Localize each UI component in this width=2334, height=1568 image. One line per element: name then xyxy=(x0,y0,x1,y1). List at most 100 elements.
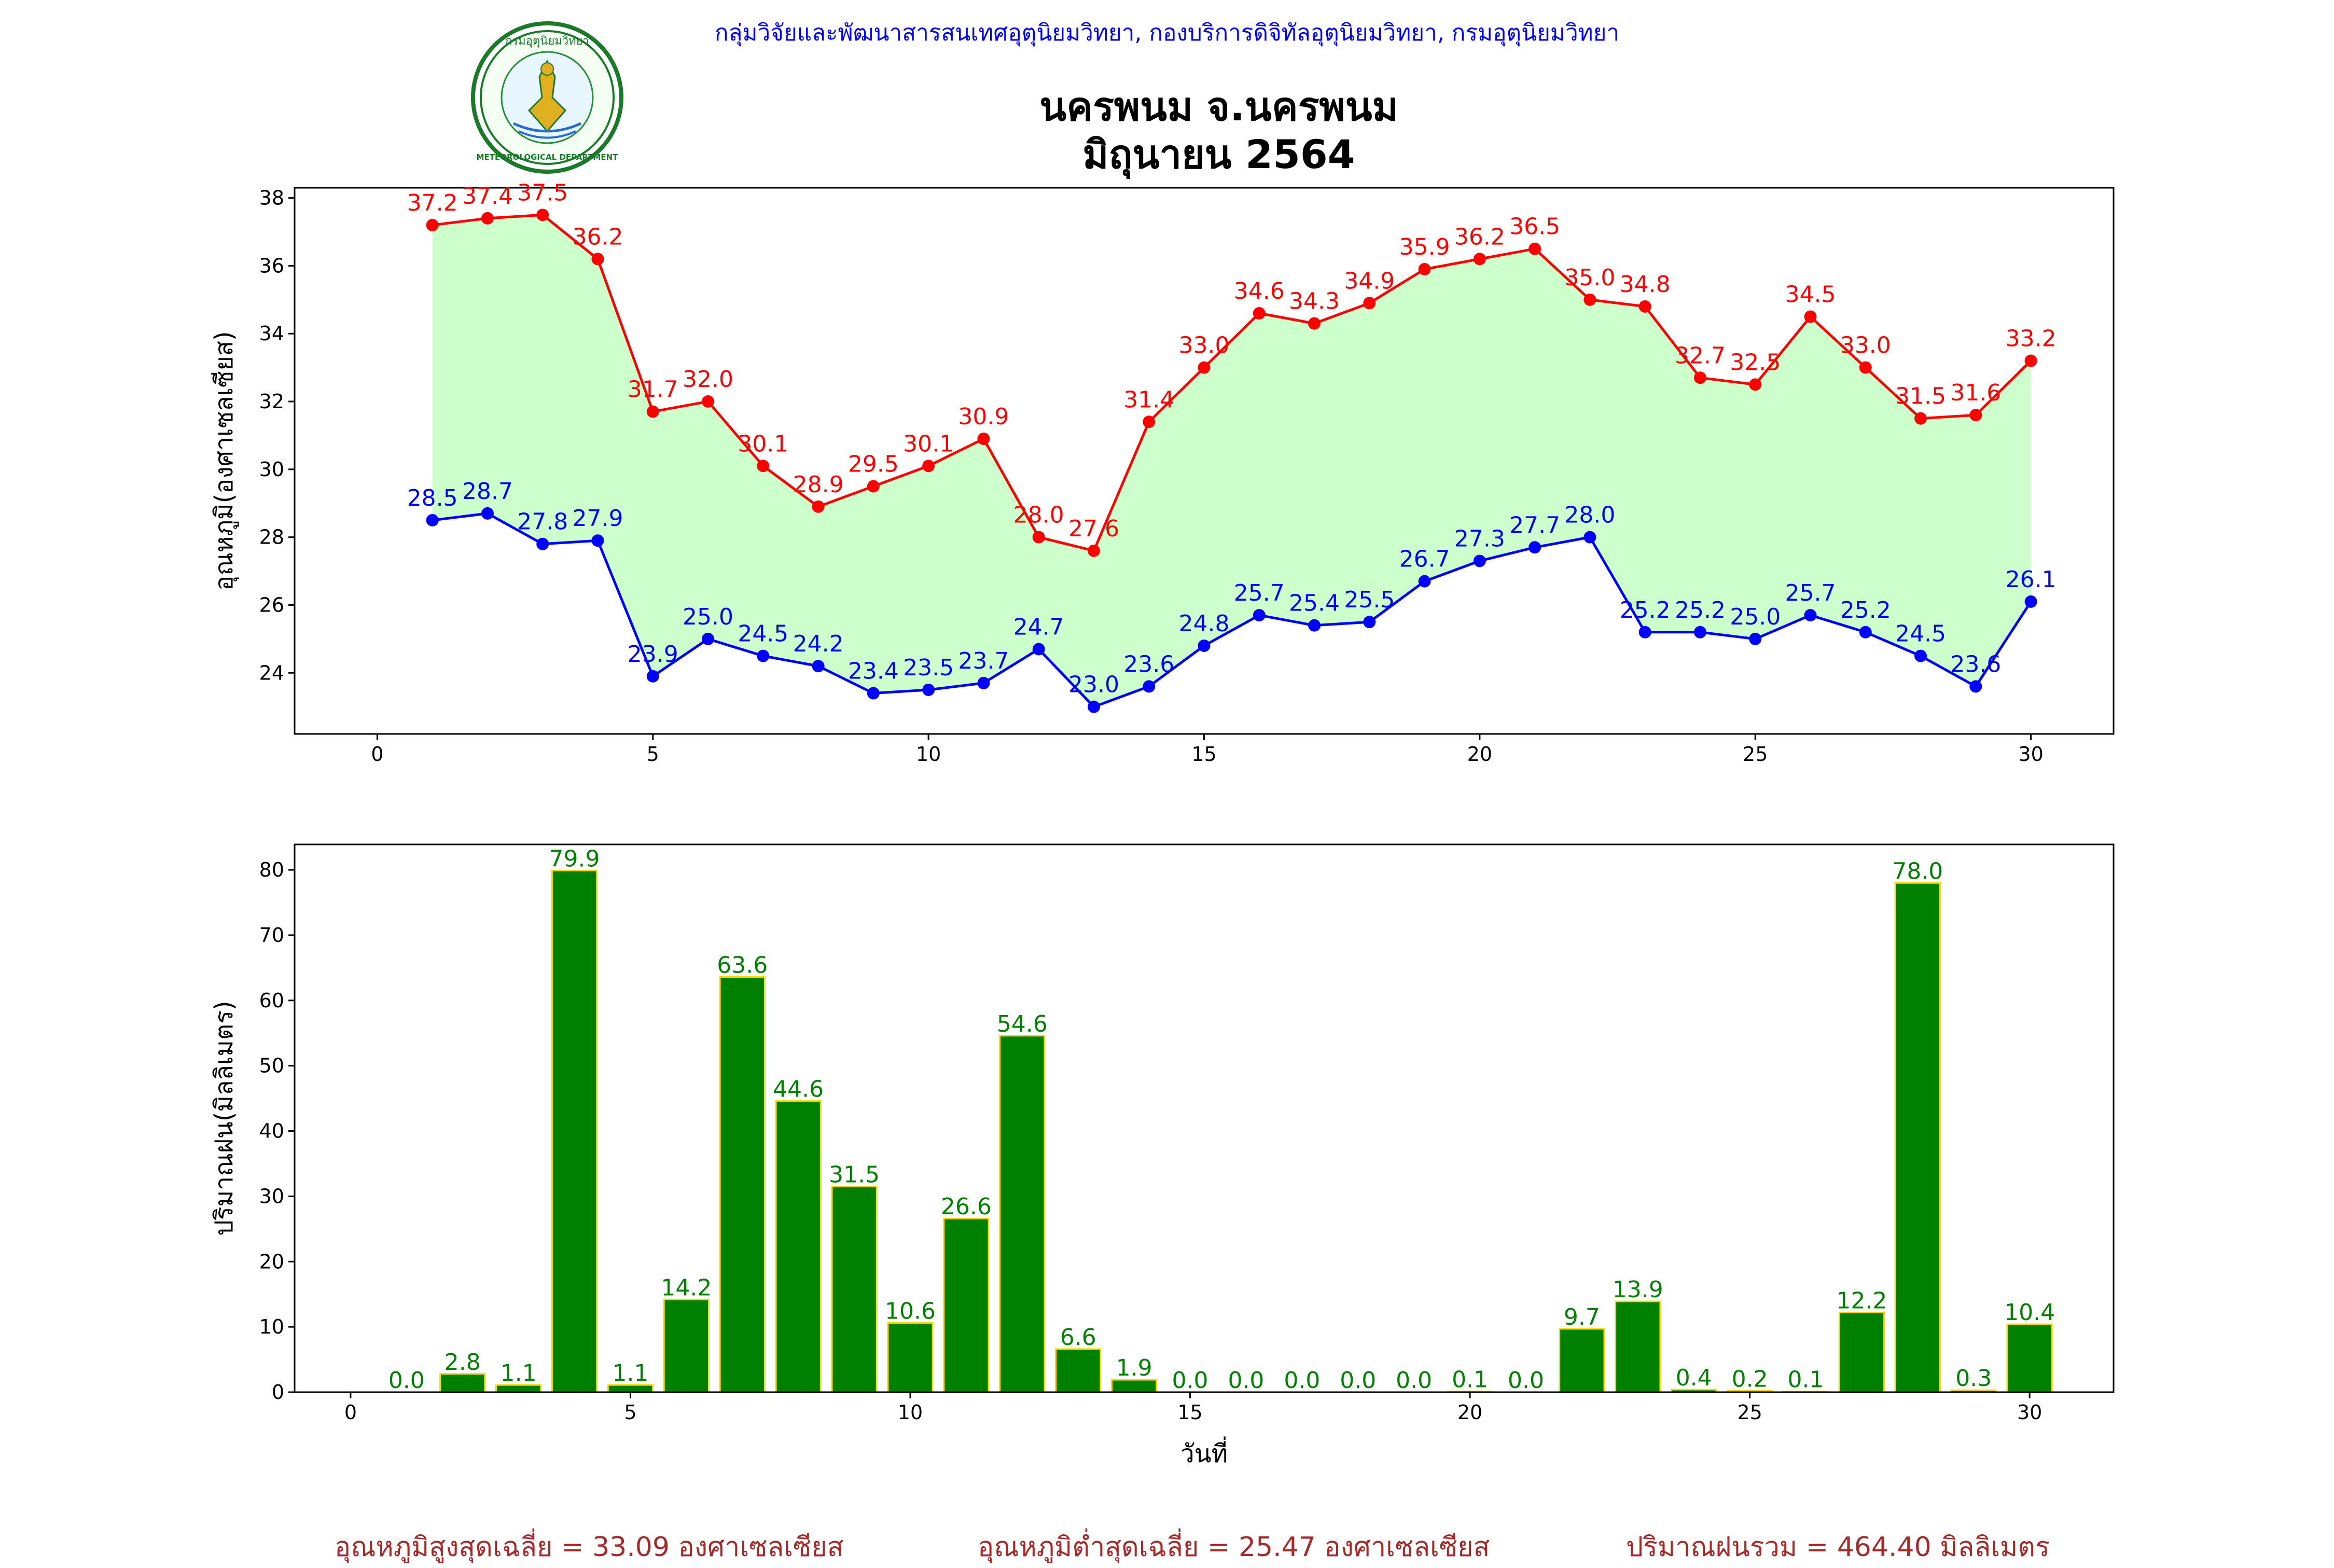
temperature-x-tick-label: 10 xyxy=(916,743,941,766)
rainfall-chart: 0.0 2.8 1.1 79.9 1.1 14.2 63.6 44.6 31.5 10.6 26.6… xyxy=(210,843,2115,1468)
rainfall-bar xyxy=(663,1298,710,1393)
rainfall-x-tick-label: 30 xyxy=(2017,1401,2042,1424)
rainfall-data-label: 14.2 xyxy=(661,1274,712,1301)
max-temperature-point xyxy=(1749,378,1762,391)
max-temperature-data-label: 30.9 xyxy=(958,404,1009,430)
rainfall-bar xyxy=(1838,1311,1885,1393)
avg-min-temp-summary: อุณหภูมิต่ำสุดเฉลี่ย = 25.47 องศาเซลเซีย… xyxy=(978,1532,1490,1563)
rainfall-bar xyxy=(1110,1379,1158,1393)
min-temperature-data-label: 28.7 xyxy=(462,478,513,505)
min-temperature-point xyxy=(922,683,935,696)
rainfall-plot-frame xyxy=(294,843,2115,1393)
rainfall-bar xyxy=(775,1100,822,1393)
min-temperature-data-label: 25.2 xyxy=(1675,597,1726,623)
rainfall-bar xyxy=(1559,1328,1605,1393)
min-temperature-data-label: 27.9 xyxy=(573,505,623,532)
min-temperature-data-label: 23.5 xyxy=(903,655,954,681)
rainfall-data-label: 78.0 xyxy=(1892,858,1943,884)
min-temperature-point xyxy=(1859,626,1872,639)
min-temperature-data-label: 25.0 xyxy=(1730,604,1781,630)
max-temperature-point xyxy=(1363,297,1376,310)
min-temperature-point xyxy=(867,687,880,700)
rainfall-bar xyxy=(1055,1348,1102,1393)
min-temperature-point xyxy=(1363,616,1376,629)
min-temperature-point xyxy=(812,660,825,673)
min-temperature-data-label: 25.5 xyxy=(1344,587,1395,613)
rainfall-x-tick-label: 15 xyxy=(1177,1401,1202,1424)
rainfall-data-label: 0.0 xyxy=(1228,1367,1264,1394)
max-temperature-data-label: 32.5 xyxy=(1730,349,1781,376)
total-rainfall-summary: ปริมาณฝนรวม = 464.40 มิลลิเมตร xyxy=(1626,1532,2050,1563)
min-temperature-point xyxy=(481,507,494,520)
min-temperature-data-label: 25.7 xyxy=(1234,580,1285,606)
rainfall-data-label: 26.6 xyxy=(941,1194,992,1220)
rainfall-y-axis-label: ปริมาณฝน(มิลลิเมตร) xyxy=(210,1001,239,1236)
rainfall-data-label: 0.3 xyxy=(1955,1365,1992,1392)
max-temperature-point xyxy=(646,405,659,418)
min-temperature-data-label: 24.8 xyxy=(1179,610,1230,637)
max-temperature-point xyxy=(2024,354,2037,367)
min-temperature-data-label: 24.5 xyxy=(738,621,788,647)
max-temperature-point xyxy=(1529,242,1541,255)
min-temperature-data-label: 23.7 xyxy=(958,648,1009,674)
max-temperature-point xyxy=(1693,371,1706,384)
temperature-y-tick-label: 28 xyxy=(259,526,284,549)
min-temperature-data-label: 23.6 xyxy=(1950,651,2001,677)
min-temperature-data-label: 25.2 xyxy=(1840,597,1891,623)
max-temperature-point xyxy=(1638,300,1651,313)
rainfall-data-label: 0.0 xyxy=(1172,1367,1208,1394)
rainfall-data-label: 31.5 xyxy=(829,1162,880,1188)
rainfall-bar xyxy=(1615,1300,1661,1393)
min-temperature-point xyxy=(1198,639,1211,652)
max-temperature-point xyxy=(1308,317,1321,330)
min-temperature-data-label: 27.8 xyxy=(517,509,568,535)
rainfall-x-tick-label: 10 xyxy=(898,1401,923,1424)
min-temperature-point xyxy=(1032,643,1045,656)
temperature-range-fill xyxy=(432,215,2031,707)
meteorological-department-seal-icon: กรมอุตุนิยมวิทยา METEOROLOGICAL DEPARTME… xyxy=(469,20,625,175)
rainfall-bar xyxy=(2006,1323,2053,1393)
min-temperature-point xyxy=(426,514,439,526)
max-temperature-data-label: 34.3 xyxy=(1289,288,1340,315)
min-temperature-point xyxy=(1308,619,1321,632)
rainfall-data-label: 0.0 xyxy=(1396,1367,1432,1394)
rainfall-bar xyxy=(887,1322,934,1393)
max-temperature-point xyxy=(1032,531,1045,544)
max-temperature-data-label: 33.0 xyxy=(1179,332,1230,359)
max-temperature-point xyxy=(1583,293,1596,306)
max-temperature-point xyxy=(812,500,825,513)
min-temperature-point xyxy=(2024,595,2037,608)
max-temperature-line xyxy=(432,213,2032,552)
rainfall-data-label: 1.1 xyxy=(612,1360,648,1386)
max-temperature-data-label: 35.0 xyxy=(1564,265,1615,291)
max-temperature-data-label: 33.2 xyxy=(2006,326,2057,352)
temperature-x-tick-label: 20 xyxy=(1467,743,1492,766)
rainfall-x-tick-label: 25 xyxy=(1737,1401,1762,1424)
max-temperature-point xyxy=(1914,412,1927,425)
max-temperature-data-label: 33.0 xyxy=(1840,332,1891,359)
min-temperature-point xyxy=(702,632,715,645)
max-temperature-data-label: 32.0 xyxy=(683,366,733,393)
logo-text-top: กรมอุตุนิยมวิทยา xyxy=(505,35,589,48)
min-temperature-point xyxy=(1969,680,1982,693)
rainfall-data-label: 1.1 xyxy=(501,1360,537,1386)
temperature-chart: 0 5 10 15 20 25 30 24 26 28 30 32 34 36 38 อุณหภูมิ(องศ… xyxy=(210,179,2115,766)
temperature-y-tick-label: 32 xyxy=(259,390,284,413)
min-temperature-data-label: 24.5 xyxy=(1895,621,1946,647)
min-temperature-point xyxy=(757,649,770,662)
max-temperature-point xyxy=(1804,310,1817,323)
max-temperature-data-label: 28.9 xyxy=(793,471,844,498)
min-temperature-data-label: 27.3 xyxy=(1454,525,1505,552)
rainfall-bar xyxy=(439,1373,486,1393)
min-temperature-data-label: 25.4 xyxy=(1289,590,1340,617)
rainfall-data-label: 6.6 xyxy=(1060,1324,1096,1351)
min-temperature-point xyxy=(977,676,990,689)
max-temperature-data-label: 31.6 xyxy=(1950,380,2001,406)
min-temperature-point xyxy=(1749,632,1762,645)
max-temperature-point xyxy=(702,395,715,408)
max-temperature-data-label: 30.1 xyxy=(903,431,954,457)
min-temperature-point xyxy=(1583,531,1596,544)
max-temperature-point xyxy=(977,432,990,445)
rainfall-y-tick-label: 70 xyxy=(259,924,284,947)
chart-title-line1: นครพนม จ.นครพนม xyxy=(1039,84,1398,130)
